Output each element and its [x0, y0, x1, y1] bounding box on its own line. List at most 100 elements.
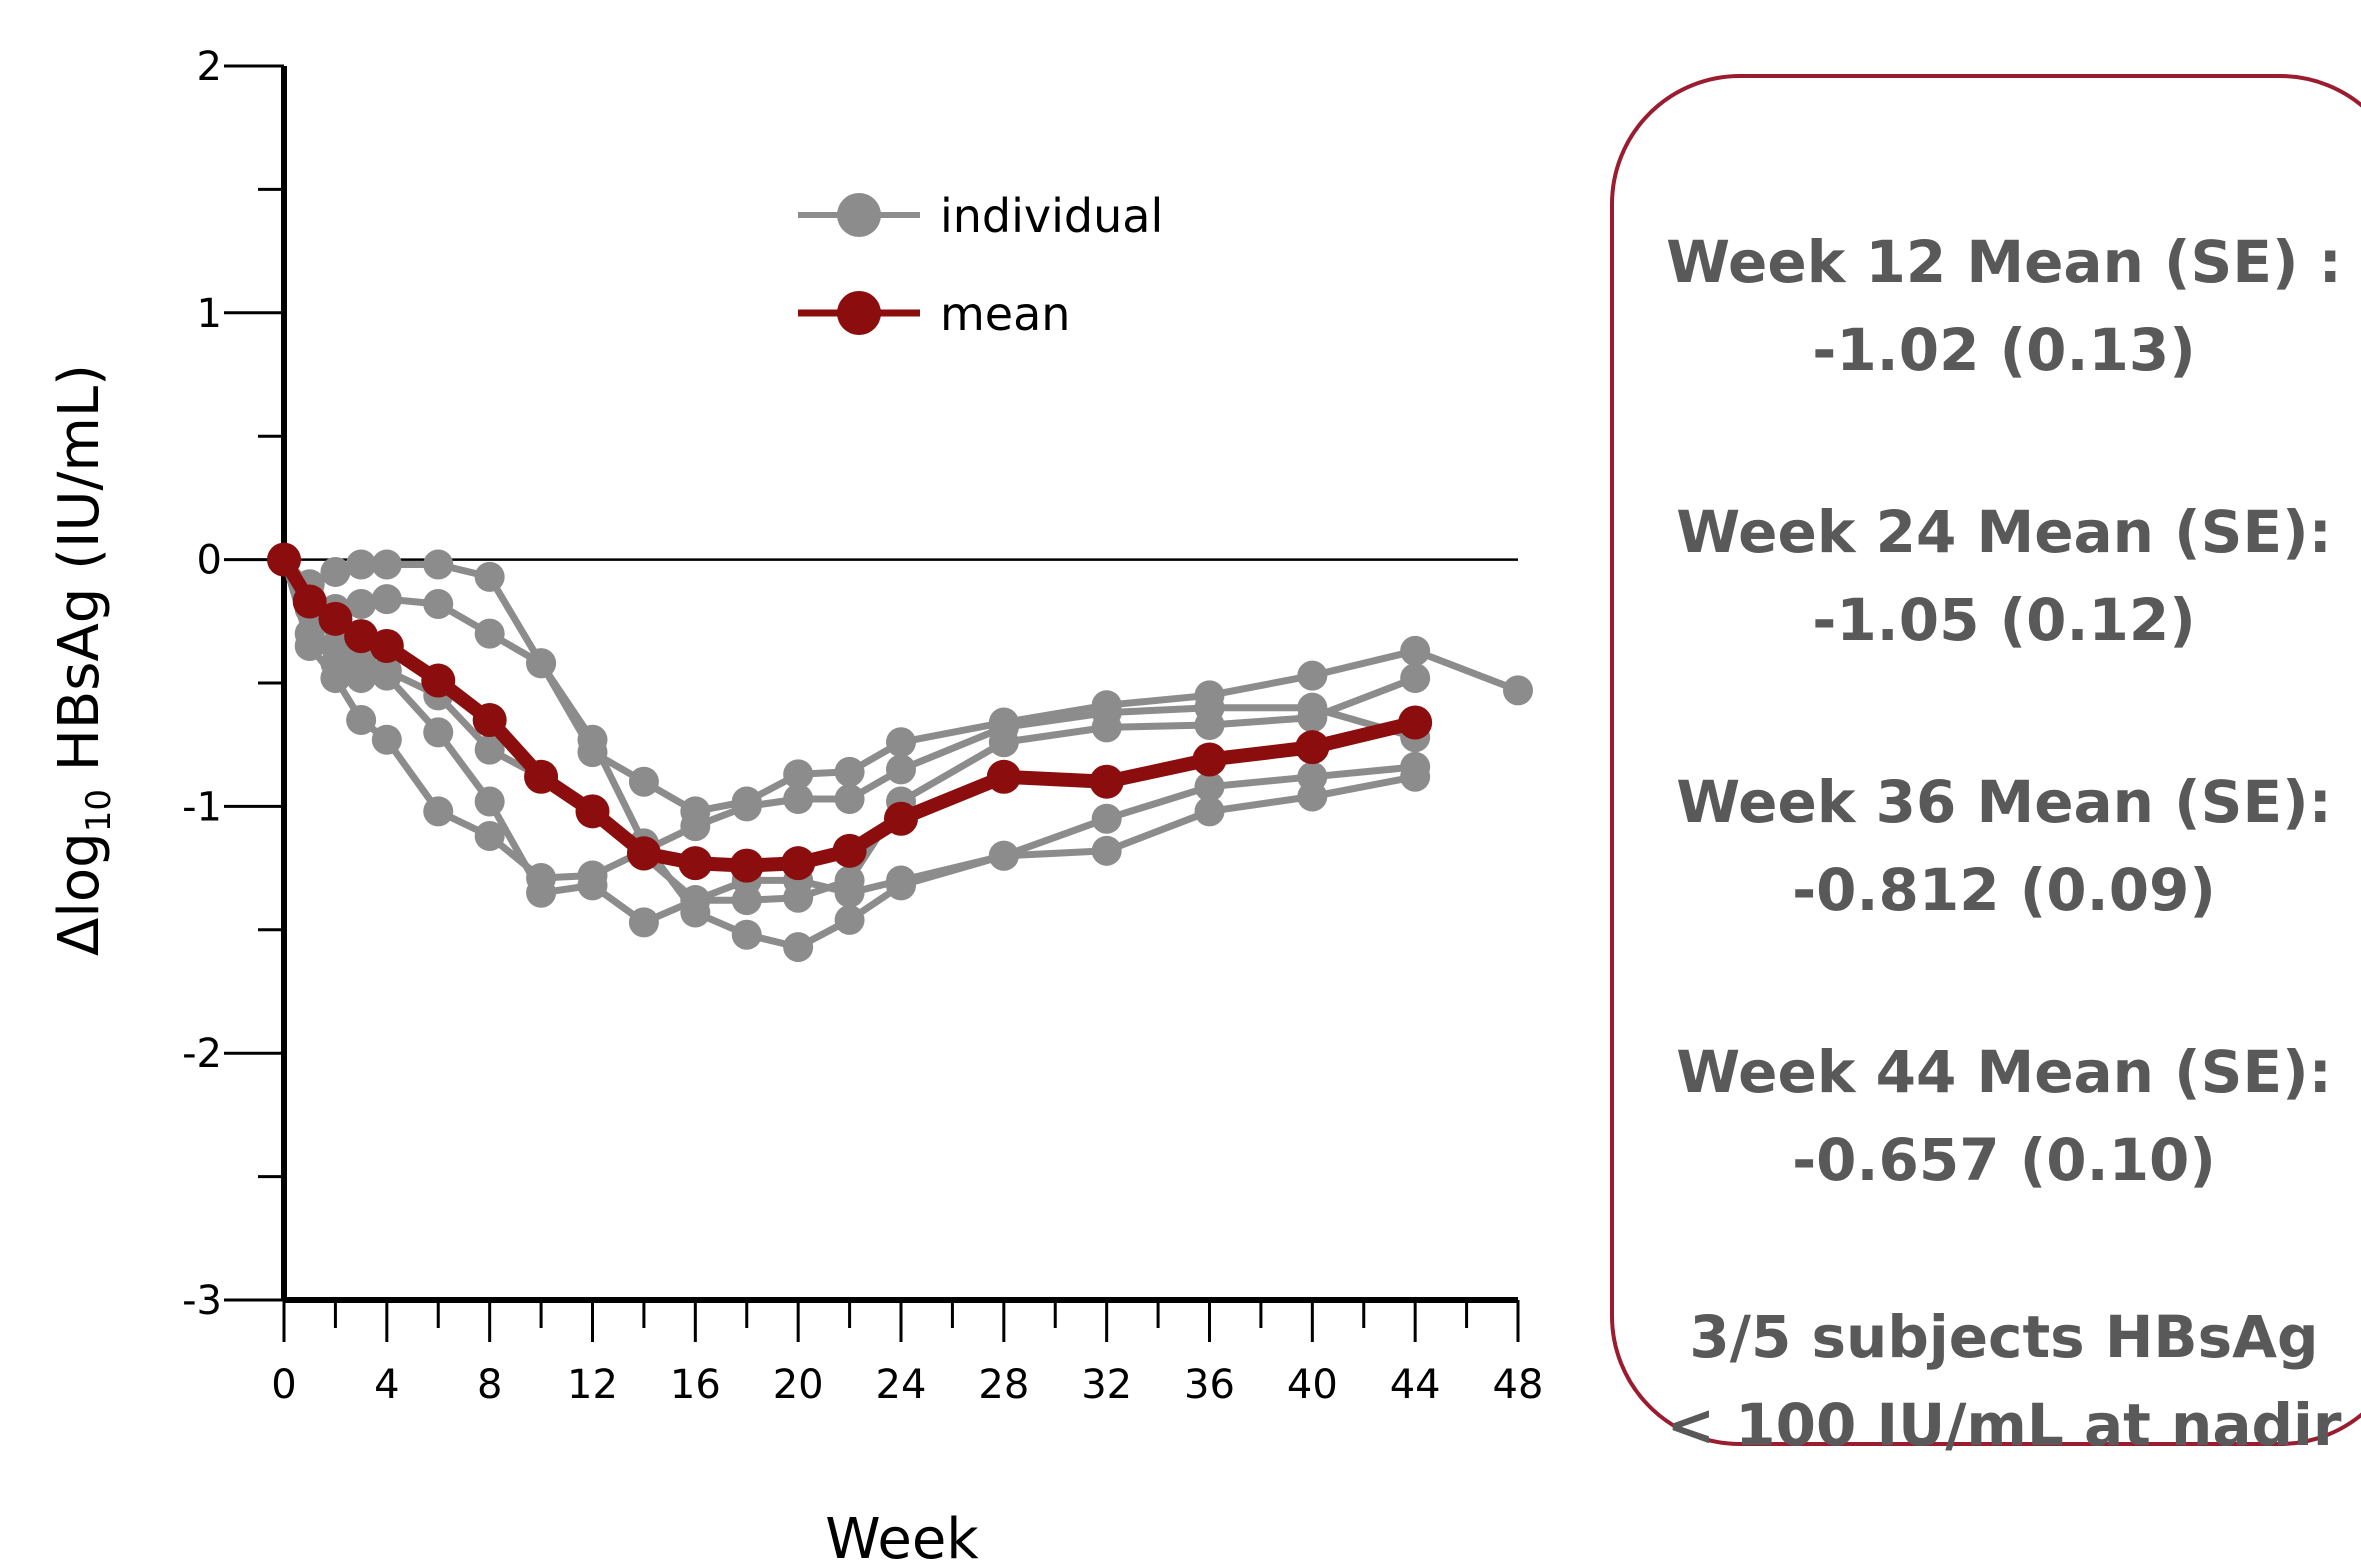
mean-point: [524, 759, 559, 794]
individual-point: [320, 663, 351, 694]
individual-point: [783, 759, 814, 790]
x-tick-label: 28: [978, 1362, 1029, 1408]
x-tick-label: 32: [1081, 1362, 1132, 1408]
legend-individual-marker: [837, 193, 881, 237]
mean-point: [1192, 742, 1227, 777]
mean-point: [472, 703, 507, 738]
individual-point: [1091, 835, 1122, 866]
legend-mean-marker: [837, 291, 881, 335]
week24-value: -1.05 (0.12): [1812, 586, 2196, 654]
week36-value: -0.812 (0.09): [1792, 856, 2216, 924]
y-axis-title-main: Δlog: [47, 832, 112, 956]
individual-point: [886, 865, 916, 896]
individual-point: [834, 756, 865, 787]
mean-series: [267, 542, 1433, 883]
individual-point: [1297, 781, 1328, 812]
week24-label: Week 24 Mean (SE):: [1676, 498, 2332, 566]
x-tick-label: 36: [1184, 1362, 1235, 1408]
individual-point: [731, 791, 762, 822]
individual-point: [988, 712, 1019, 743]
individual-point: [1194, 771, 1225, 802]
individual-point: [474, 821, 505, 852]
individual-point: [1194, 796, 1225, 827]
x-tick-label: 40: [1287, 1362, 1338, 1408]
x-tick-label: 0: [271, 1362, 296, 1408]
series-layer: [267, 542, 1533, 963]
mean-point: [832, 833, 867, 868]
week44-stat: Week 44 Mean (SE): -0.657 (0.10): [1614, 1028, 2361, 1204]
individual-point: [474, 786, 505, 817]
individual-point: [423, 796, 454, 827]
individual-point: [1297, 692, 1328, 723]
mean-point: [986, 759, 1021, 794]
x-tick-label: 4: [374, 1362, 399, 1408]
individual-point: [526, 648, 557, 679]
individual-point: [988, 840, 1019, 871]
mean-point: [344, 619, 379, 654]
individual-point: [577, 860, 608, 891]
week44-label: Week 44 Mean (SE):: [1676, 1038, 2332, 1106]
individual-point: [320, 630, 351, 661]
mean-point: [575, 794, 610, 829]
x-tick-label: 48: [1493, 1362, 1544, 1408]
individual-point: [474, 618, 505, 649]
mean-point: [626, 836, 661, 871]
mean-point: [884, 801, 918, 836]
legend: individual mean: [798, 189, 1163, 341]
y-tick-label: -2: [182, 1031, 222, 1077]
mean-point: [292, 584, 327, 619]
week12-value: -1.02 (0.13): [1812, 316, 2196, 384]
y-axis-title-subscript: 10: [79, 789, 119, 832]
mean-point: [1089, 764, 1124, 799]
week12-stat: Week 12 Mean (SE) : -1.02 (0.13): [1614, 218, 2361, 394]
individual-point: [423, 549, 454, 580]
week36-stat: Week 36 Mean (SE): -0.812 (0.09): [1614, 758, 2361, 934]
subjects-stat: 3/5 subjects HBsAg < 100 IU/mL at nadir: [1614, 1293, 2361, 1469]
individual-point: [834, 877, 865, 908]
week36-label: Week 36 Mean (SE):: [1676, 768, 2332, 836]
axes: 210-1-2-30 4 8 12 16 20 24 28 32 36 40 44 48: [182, 44, 1543, 1408]
hbsag-line-chart: 210-1-2-30 4 8 12 16 20 24 28 32 36 40 44 48 individ…: [47, 44, 1543, 1560]
x-tick-label: 20: [773, 1362, 824, 1408]
individual-point: [628, 907, 659, 938]
summary-stats-box: Week 12 Mean (SE) : -1.02 (0.13) Week 24…: [1610, 74, 2361, 1459]
x-tick-label: 12: [567, 1362, 618, 1408]
individual-point: [474, 734, 505, 765]
individual-point: [783, 932, 814, 963]
individual-point: [423, 717, 454, 748]
individual-point: [886, 754, 916, 785]
y-tick-label: 2: [197, 44, 222, 90]
individual-point: [474, 561, 505, 592]
mean-point: [781, 846, 816, 881]
individual-point: [1400, 635, 1431, 666]
subjects-value: < 100 IU/mL at nadir: [1666, 1391, 2342, 1459]
individual-point: [886, 727, 916, 758]
mean-point: [318, 601, 353, 636]
individual-point: [1297, 660, 1328, 691]
y-axis-title: Δlog10 HBsAg (IU/mL): [47, 364, 119, 956]
mean-point: [1295, 730, 1330, 765]
mean-point: [678, 846, 713, 881]
individual-point: [320, 556, 351, 587]
individual-point: [783, 783, 814, 814]
individual-point: [371, 549, 402, 580]
individual-point: [294, 630, 325, 661]
individual-point: [371, 655, 402, 686]
individual-point: [371, 584, 402, 615]
individual-point: [680, 885, 711, 916]
individual-point: [371, 724, 402, 755]
y-tick-label: 0: [197, 538, 222, 584]
week12-label: Week 12 Mean (SE) :: [1666, 228, 2342, 296]
individual-point: [1194, 692, 1225, 723]
individual-point: [577, 737, 608, 768]
legend-individual-label: individual: [940, 189, 1163, 243]
mean-point: [369, 628, 404, 663]
y-tick-label: -3: [182, 1278, 222, 1324]
individual-point: [1091, 803, 1122, 834]
individual-point: [1091, 697, 1122, 728]
y-tick-label: -1: [182, 784, 222, 830]
individual-point: [731, 919, 762, 950]
individual-point: [423, 589, 454, 620]
x-tick-label: 44: [1390, 1362, 1441, 1408]
individual-point: [1503, 675, 1533, 706]
